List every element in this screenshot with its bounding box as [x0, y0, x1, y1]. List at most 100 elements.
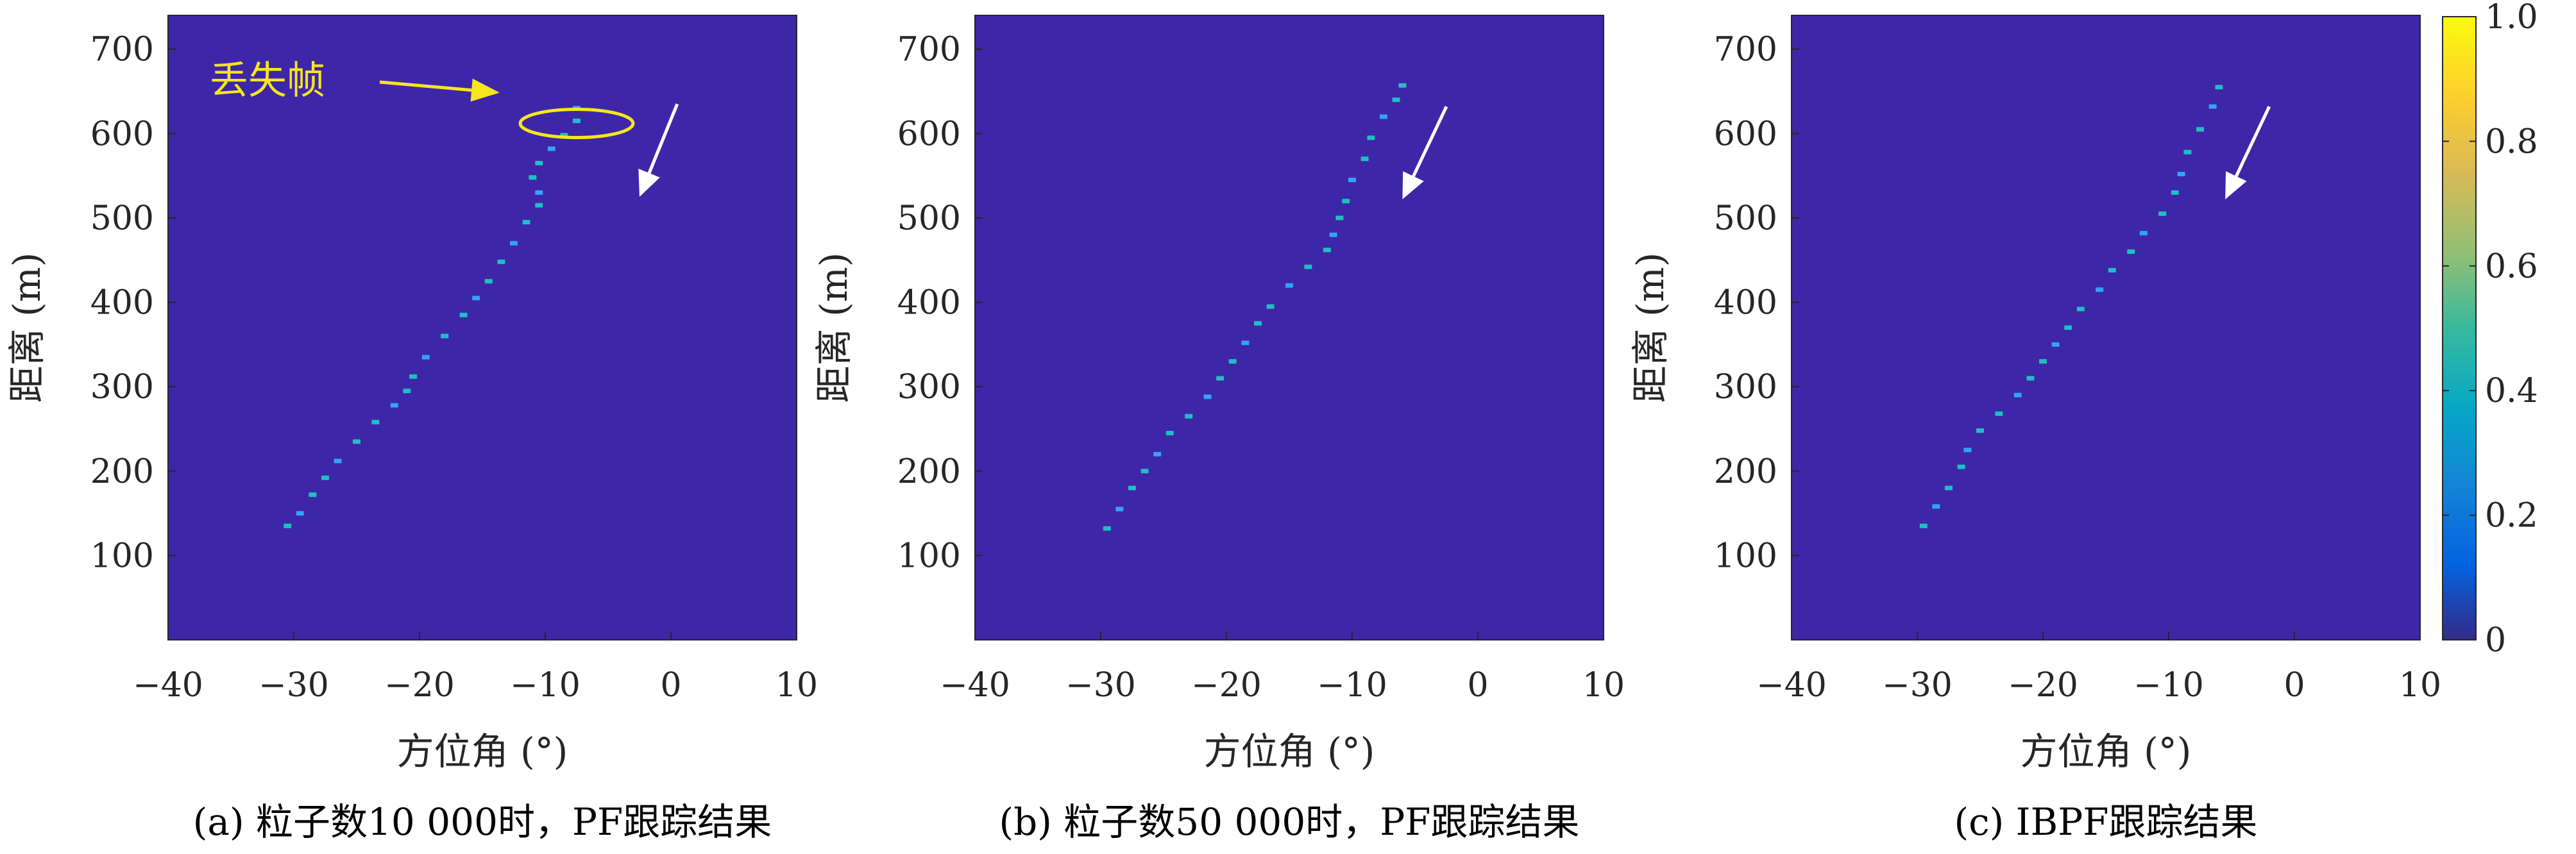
x-tick-label: −20	[2008, 666, 2078, 705]
direction-arrow-line	[2235, 106, 2271, 177]
y-tick-label: 400	[1714, 284, 1777, 322]
plot-area	[167, 15, 797, 640]
track-point	[1360, 156, 1369, 162]
track-point	[1335, 215, 1344, 221]
track-point	[522, 219, 530, 224]
x-tick-label: −40	[940, 666, 1010, 705]
y-tick-label: 100	[1714, 537, 1777, 575]
track-point	[1995, 411, 2003, 416]
track-point	[529, 175, 537, 180]
track-point	[1285, 283, 1293, 288]
track-point	[535, 160, 543, 165]
track-point	[321, 475, 329, 480]
y-tick-label: 100	[897, 537, 961, 575]
colorbar-tick-label: 0.8	[2485, 122, 2538, 161]
track-point	[1203, 394, 1212, 399]
y-tick-label: 600	[897, 115, 961, 153]
subfigure-caption: (b) 粒子数50 000时，PF跟踪结果	[999, 800, 1579, 844]
x-tick-label: −30	[1065, 666, 1136, 705]
track-point	[409, 374, 418, 379]
track-point	[2108, 267, 2116, 272]
x-tick-label: −20	[384, 666, 455, 705]
track-point	[2013, 392, 2022, 398]
track-point	[1392, 97, 1400, 103]
track-point	[2158, 211, 2167, 216]
track-point	[2171, 190, 2179, 195]
lost-frame-label: 丢失帧	[210, 58, 325, 103]
track-point	[371, 419, 380, 424]
x-tick-label: −40	[133, 666, 203, 705]
track-point	[2177, 171, 2185, 176]
track-point	[1380, 114, 1387, 119]
track-point	[1254, 321, 1262, 326]
track-point	[309, 492, 317, 498]
track-point	[1103, 526, 1111, 531]
track-point	[1185, 414, 1193, 419]
track-point	[334, 458, 342, 464]
colorbar-tick-label: 0.6	[2485, 247, 2538, 286]
track-point	[2196, 127, 2204, 132]
direction-arrow-line	[647, 103, 679, 174]
track-point	[1957, 464, 1965, 469]
track-point	[2039, 359, 2047, 364]
track-point	[1945, 485, 1953, 490]
track-point	[535, 190, 543, 195]
direction-arrow-head	[1402, 171, 1424, 199]
track-point	[573, 119, 580, 124]
track-point	[1165, 431, 1174, 436]
y-tick-label: 700	[897, 31, 961, 69]
track-point	[1348, 178, 1356, 183]
track-point	[390, 403, 398, 408]
track-point	[2096, 287, 2104, 292]
track-point	[497, 259, 505, 264]
colorbar-tick-label: 0	[2485, 621, 2506, 660]
lost-frame-arrow-head	[470, 78, 500, 102]
direction-arrow-head	[2225, 171, 2247, 199]
track-point	[1241, 340, 1250, 346]
track-point	[441, 333, 449, 339]
track-point	[1128, 485, 1136, 490]
y-tick-label: 600	[90, 115, 154, 153]
y-tick-label: 300	[1714, 368, 1777, 406]
subfigure-caption: (a) 粒子数10 000时，PF跟踪结果	[193, 800, 772, 844]
track-point	[1932, 504, 1940, 509]
track-point	[1329, 232, 1337, 237]
x-tick-label: 10	[2399, 666, 2441, 705]
track-point	[1976, 428, 1984, 433]
x-tick-label: −10	[2133, 666, 2204, 705]
x-tick-label: 0	[2284, 666, 2305, 705]
panel-a: −40 −30 −20 −10 0 10 100 200 300 400 500 600 700 方位角 …	[5, 15, 818, 844]
track-point	[284, 523, 292, 528]
track-point	[421, 355, 430, 360]
y-tick-label: 200	[90, 453, 154, 491]
track-point	[2183, 149, 2192, 155]
track-point	[1228, 359, 1237, 364]
plot-area	[974, 15, 1604, 640]
x-axis-label: 方位角 (°)	[2021, 730, 2192, 773]
x-tick-label: −30	[258, 666, 329, 705]
track-point	[1216, 376, 1224, 381]
direction-arrow-line	[1412, 106, 1448, 177]
track-point	[2051, 342, 2060, 347]
track-point	[472, 296, 480, 301]
track-point	[1367, 135, 1375, 140]
lost-frame-ellipse	[518, 107, 635, 139]
track-point	[2127, 249, 2135, 255]
x-tick-label: 0	[1467, 666, 1488, 705]
x-tick-label: −20	[1191, 666, 1262, 705]
track-point	[510, 240, 518, 246]
track-point	[1266, 304, 1275, 309]
track-point	[1115, 507, 1124, 512]
y-axis-label: 距离 (m)	[1629, 253, 1672, 403]
x-tick-label: −30	[1882, 666, 1953, 705]
y-tick-label: 500	[1714, 199, 1777, 238]
track-point	[547, 146, 555, 151]
y-tick-label: 400	[897, 284, 961, 322]
subfigure-caption: (c) IBPF跟踪结果	[1954, 800, 2258, 844]
y-tick-label: 300	[90, 368, 154, 406]
track-point	[2076, 306, 2085, 312]
y-tick-label: 400	[90, 284, 154, 322]
track-point	[2215, 85, 2223, 90]
track-point	[2208, 104, 2217, 109]
x-tick-label: 10	[775, 666, 818, 705]
